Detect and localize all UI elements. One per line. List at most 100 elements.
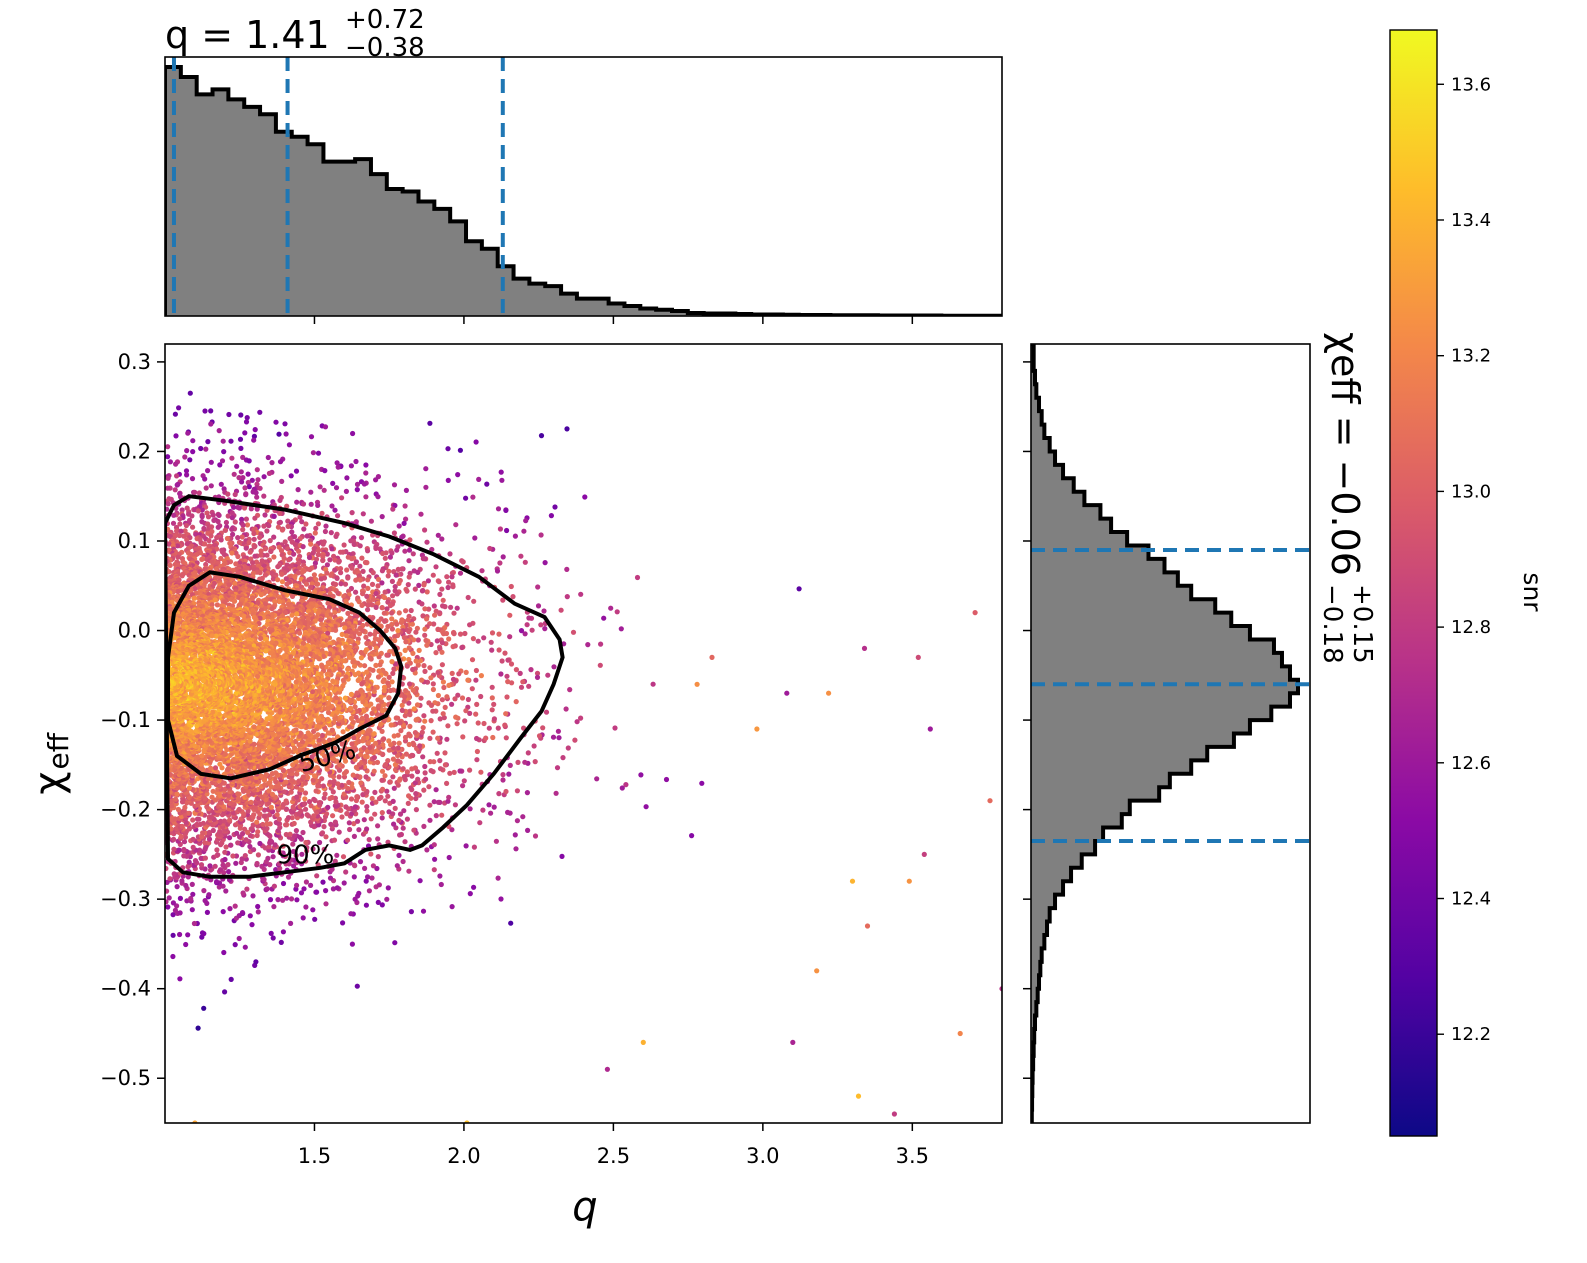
scatter-point [689,833,695,839]
scatter-point [189,881,195,888]
scatter-point [262,512,268,518]
scatter-point [368,518,374,524]
scatter-point [474,735,480,742]
scatter-point [322,791,328,797]
scatter-point [185,874,191,880]
scatter-point [208,533,214,539]
scatter-point [242,944,248,950]
scatter-point [380,786,386,792]
scatter-point [413,795,419,802]
scatter-point [205,439,211,445]
scatter-point [288,920,294,927]
q-histogram-bar [196,94,213,316]
scatter-point [538,622,544,628]
scatter-point [244,522,251,528]
scatter-point [319,732,325,739]
scatter-point [221,449,227,455]
scatter-point [540,725,546,731]
scatter-point [302,796,308,802]
scatter-point [891,1111,898,1117]
scatter-point [303,521,309,527]
scatter-point [525,750,531,756]
scatter-point [243,419,250,425]
scatter-point [328,572,334,578]
scatter-point [217,867,224,873]
scatter-point [379,810,385,816]
scatter-point [246,484,252,490]
scatter-point [384,652,390,658]
scatter-point [294,611,300,617]
scatter-point [178,528,184,534]
scatter-point [283,798,289,804]
scatter-point [389,626,395,632]
scatter-point [300,544,306,550]
scatter-point [252,515,258,521]
scatter-point [441,631,447,637]
scatter-point [403,487,409,493]
scatter-point [207,863,213,869]
scatter-point [272,842,278,848]
scatter-point [220,909,226,915]
scatter-point [333,485,340,491]
scatter-point [250,822,256,828]
scatter-point [379,815,385,821]
q-histogram-bar [529,283,546,316]
scatter-point [190,817,196,823]
scatter-point [422,668,428,675]
scatter-point [463,843,469,849]
scatter-point [475,720,481,726]
scatter-point [349,509,355,516]
scatter-point [194,821,200,827]
scatter-point [171,846,177,852]
scatter-point [358,655,364,661]
scatter-point [217,828,223,835]
scatter-point [413,658,419,664]
scatter-point [276,431,282,437]
scatter-point [284,503,290,509]
scatter-point [427,817,433,823]
scatter-point [324,551,330,557]
scatter-point [353,458,359,465]
scatter-point [585,642,591,648]
scatter-point [361,817,367,823]
scatter-point [351,833,357,840]
scatter-point [467,622,473,628]
scatter-point [564,594,570,600]
scatter-point [186,785,193,791]
scatter-point [433,787,439,793]
scatter-point [190,438,196,444]
scatter-point [497,526,503,532]
scatter-point [460,734,466,740]
scatter-point [367,631,373,637]
scatter-point [402,839,408,845]
scatter-point [491,804,497,810]
scatter-point [421,663,427,669]
scatter-point [215,852,221,858]
scatter-point [465,677,471,683]
scatter-point [273,419,279,425]
scatter-point [291,863,297,869]
scatter-point [395,628,401,634]
scatter-point [389,679,395,685]
scatter-point [187,457,193,463]
scatter-point [189,513,195,519]
scatter-point [392,805,398,812]
scatter-point [407,723,413,730]
scatter-point [191,920,197,927]
scatter-point [401,808,407,814]
scatter-point [374,865,380,872]
scatter-point [444,694,450,700]
scatter-point [502,722,508,728]
scatter-point [372,631,378,637]
scatter-point [366,888,372,894]
scatter-point [618,626,624,632]
scatter-point [477,820,483,826]
scatter-point [221,818,228,824]
scatter-point [227,817,233,823]
scatter-point [177,910,183,916]
scatter-point [467,806,473,812]
scatter-point [556,735,562,741]
scatter-point [261,523,267,529]
scatter-point [359,799,365,805]
scatter-point [428,675,434,681]
